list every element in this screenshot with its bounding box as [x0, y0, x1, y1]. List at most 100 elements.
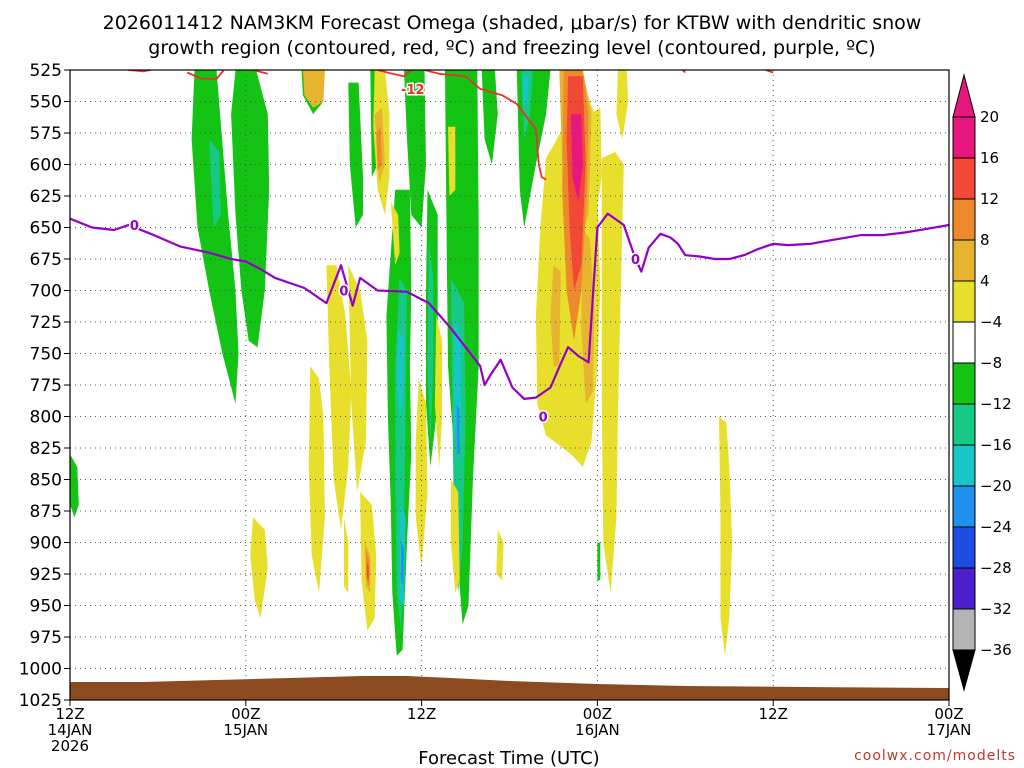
dgz-contour	[424, 70, 547, 181]
omega-region	[209, 139, 221, 228]
omega-region	[597, 542, 601, 581]
y-tick-label: 875	[30, 502, 62, 522]
colorbar-swatch	[952, 116, 976, 159]
y-tick-label: 725	[30, 313, 62, 333]
omega-region	[481, 70, 498, 165]
colorbar-tick-label: 16	[980, 149, 999, 167]
omega-region	[550, 265, 561, 367]
colorbar-swatch	[952, 198, 976, 241]
colorbar-swatch	[952, 280, 976, 323]
y-tick-label: 525	[30, 61, 62, 81]
colorbar-tick-label: −4	[980, 313, 1002, 331]
omega-region	[308, 366, 325, 593]
omega-region	[427, 240, 434, 442]
colorbar-tick-label: −36	[980, 641, 1012, 659]
colorbar-swatch	[952, 444, 976, 487]
freezing-level-label: 0	[539, 411, 548, 426]
omega-region	[366, 561, 369, 581]
x-tick-label: 16JAN	[575, 721, 620, 739]
colorbar-tick-label: −8	[980, 354, 1002, 372]
freezing-level-contour	[70, 212, 949, 400]
freezing-level-label: 0	[631, 253, 640, 268]
omega-region	[396, 328, 404, 417]
omega-region	[568, 340, 586, 417]
colorbar-swatch	[952, 567, 976, 610]
colorbar-swatch	[952, 362, 976, 405]
omega-region	[348, 265, 368, 493]
omega-shading-layer	[70, 70, 733, 656]
colorbar-swatch	[952, 321, 976, 364]
omega-region	[522, 76, 529, 108]
y-tick-label: 900	[30, 534, 62, 554]
y-tick-label: 700	[30, 282, 62, 302]
y-tick-label: 550	[30, 93, 62, 113]
omega-region	[191, 70, 239, 404]
colorbar-swatch	[952, 403, 976, 446]
colorbar-tick-label: 12	[980, 190, 999, 208]
omega-region	[376, 126, 382, 171]
y-tick-label: 600	[30, 156, 62, 176]
y-tick-label: 650	[30, 219, 62, 239]
colorbar-swatch	[952, 526, 976, 569]
omega-region	[348, 82, 363, 228]
chart-title-line-1: 2026011412 NAM3KM Forecast Omega (shaded…	[103, 12, 922, 34]
colorbar-swatch	[952, 608, 976, 651]
credit-text: coolwx.com/modelts	[854, 748, 1016, 764]
y-tick-label: 1000	[19, 660, 62, 680]
ground-terrain	[70, 676, 949, 700]
omega-region	[404, 70, 426, 228]
x-tick-label: 14JAN	[48, 721, 93, 739]
colorbar: 20 16 12 8 4 −4 −8 −12 −16 −20 −24 −28 −32 −36	[952, 73, 1012, 692]
omega-region	[250, 517, 268, 619]
freezing-level-label: 0	[130, 219, 139, 234]
omega-region	[302, 70, 325, 108]
contour-label-layer: 0 0 0 0 -12	[128, 81, 641, 427]
omega-region	[415, 378, 428, 568]
y-tick-label: 750	[30, 345, 62, 365]
contour-layer	[70, 70, 949, 400]
colorbar-tick-label: −12	[980, 395, 1012, 413]
y-tick-label: 675	[30, 250, 62, 270]
omega-region	[719, 416, 733, 656]
y-tick-label: 1025	[19, 691, 62, 711]
colorbar-bottom-arrow	[952, 649, 976, 692]
x-tick-label: 2026	[51, 737, 89, 755]
omega-region	[464, 70, 466, 77]
colorbar-tick-label: −16	[980, 436, 1012, 454]
y-tick-label: 625	[30, 187, 62, 207]
colorbar-top-arrow	[952, 73, 976, 118]
colorbar-tick-label: −20	[980, 477, 1012, 495]
dgz-contour-segment	[377, 70, 412, 78]
colorbar-swatch	[952, 239, 976, 282]
y-tick-label: 850	[30, 471, 62, 491]
omega-region	[590, 107, 602, 215]
x-axis-label: Forecast Time (UTC)	[418, 748, 599, 768]
x-tick-label: 12Z	[759, 705, 788, 723]
omega-region	[326, 265, 352, 530]
x-tick-label: 00Z	[934, 705, 963, 723]
colorbar-tick-label: 8	[980, 231, 990, 249]
y-tick-label: 575	[30, 124, 62, 144]
omega-region	[231, 70, 270, 348]
y-tick-label: 800	[30, 408, 62, 428]
y-tick-label: 775	[30, 376, 62, 396]
colorbar-tick-label: 4	[980, 272, 990, 290]
y-tick-label: 925	[30, 565, 62, 585]
y-axis-ticks: 525 550 575 600 625 650 675 700 725 750 775 800 825 8…	[19, 61, 70, 711]
colorbar-tick-label: −24	[980, 518, 1012, 536]
colorbar-tick-label: −28	[980, 559, 1012, 577]
colorbar-tick-label: 20	[980, 108, 999, 126]
y-tick-label: 825	[30, 439, 62, 459]
x-tick-label: 17JAN	[927, 721, 972, 739]
omega-region	[401, 542, 404, 587]
colorbar-tick-label: −32	[980, 600, 1012, 618]
dgz-contour-segment	[252, 70, 269, 75]
y-tick-label: 975	[30, 628, 62, 648]
omega-region	[390, 202, 400, 266]
dgz-contour-segment	[186, 70, 225, 80]
x-tick-label: 00Z	[583, 705, 612, 723]
colorbar-swatch	[952, 157, 976, 200]
omega-region	[601, 151, 624, 593]
